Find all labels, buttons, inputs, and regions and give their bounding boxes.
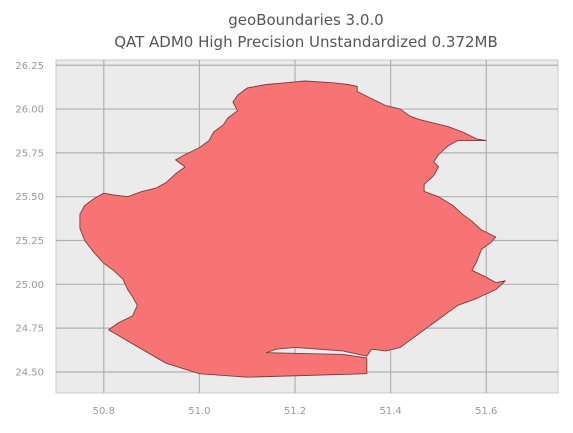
- x-axis-ticks: 50.8 51.0 51.2 51.4 51.6: [93, 406, 498, 417]
- y-tick-label: 26.25: [15, 61, 44, 72]
- qatar-boundary-shape: [79, 80, 506, 378]
- y-tick-label: 25.00: [15, 280, 44, 291]
- x-tick-label: 51.2: [284, 406, 306, 417]
- y-tick-label: 25.25: [15, 236, 44, 247]
- y-tick-label: 24.50: [15, 367, 44, 378]
- chart-title-line2: QAT ADM0 High Precision Unstandardized 0…: [114, 33, 498, 51]
- y-tick-label: 26.00: [15, 105, 44, 116]
- country-layer: [79, 80, 506, 378]
- y-tick-label: 24.75: [15, 324, 44, 335]
- x-tick-label: 51.6: [475, 406, 497, 417]
- y-axis-ticks: 24.50 24.75 25.00 25.25 25.50 25.75 26.00 26.25: [15, 61, 44, 379]
- y-tick-label: 25.50: [15, 192, 44, 203]
- x-tick-label: 51.0: [188, 406, 210, 417]
- x-tick-label: 51.4: [380, 406, 402, 417]
- chart-title-line1: geoBoundaries 3.0.0: [228, 11, 383, 29]
- x-tick-label: 50.8: [93, 406, 115, 417]
- y-tick-label: 25.75: [15, 148, 44, 159]
